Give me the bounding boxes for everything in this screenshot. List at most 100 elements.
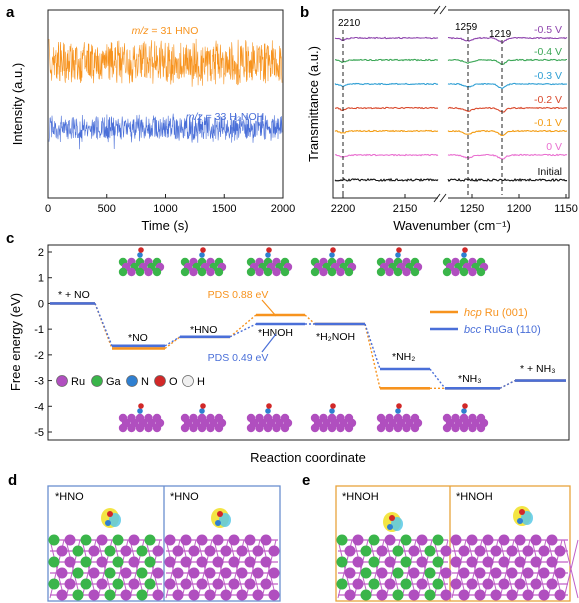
ga-atom	[48, 534, 60, 546]
atom-o	[462, 403, 468, 409]
atom-n	[461, 252, 467, 258]
ru-atom	[376, 589, 388, 601]
x-tick-label: 1200	[507, 203, 531, 215]
charge-density-cyan	[391, 517, 403, 531]
atom-n-label: N	[141, 376, 149, 388]
ru-atom	[204, 567, 216, 579]
connector-0-4	[364, 323, 381, 389]
ru-atom	[188, 567, 200, 579]
ru-atom	[538, 567, 550, 579]
atom	[280, 267, 290, 277]
ru-atom	[514, 556, 526, 568]
series-label-h2noh: m/z = 33 H₂NOH	[186, 111, 264, 123]
ru-atom	[188, 589, 200, 601]
series-label-6: Initial	[537, 166, 562, 178]
pds-ruga-arrow	[261, 333, 277, 353]
ru-atom	[220, 589, 232, 601]
ga-atom	[104, 567, 116, 579]
ru-atom	[244, 556, 256, 568]
ru-atom	[180, 578, 192, 590]
ru-atom	[482, 534, 494, 546]
panel-d-label-right: *HNO	[170, 491, 199, 503]
ru-atom	[228, 578, 240, 590]
ru-atom	[352, 556, 364, 568]
ga-atom	[72, 545, 84, 557]
atom	[118, 423, 128, 433]
connector-1-0	[94, 303, 113, 347]
atom-o	[330, 403, 336, 409]
ru-atom	[188, 545, 200, 557]
ru-atom	[474, 589, 486, 601]
ru-atom	[172, 567, 184, 579]
energy-paths	[50, 302, 566, 390]
ru-atom	[220, 545, 232, 557]
atom	[393, 423, 403, 433]
atom	[206, 267, 215, 277]
structure-ru-0	[118, 403, 165, 433]
ru-atom	[408, 589, 420, 601]
ru-atom	[164, 578, 176, 590]
ru-atom	[64, 556, 76, 568]
ru-atom	[482, 556, 494, 568]
atom-o-label: O	[169, 376, 178, 388]
connector-1-5	[429, 368, 446, 389]
structure-ruga-4	[376, 247, 423, 277]
atom	[206, 423, 215, 433]
y-tick-label: -2	[34, 350, 44, 362]
ga-atom	[112, 534, 124, 546]
ru-atom	[352, 578, 364, 590]
panel-label-c: c	[6, 230, 14, 247]
structure-ruga-5	[442, 247, 489, 277]
charge-density-cyan	[109, 513, 121, 527]
atom-ru-label: Ru	[71, 376, 85, 388]
atom-h-label: H	[197, 376, 205, 388]
state-label-5: *NH₂	[392, 351, 415, 363]
y-tick-label: 2	[38, 247, 44, 259]
atom	[197, 267, 207, 277]
ru-atom	[244, 534, 256, 546]
bond	[563, 539, 579, 599]
panel-b-ticks: 2200 2150 1250 1200 1150	[331, 194, 578, 215]
series-label-hno: m/z = 31 HNO	[132, 25, 199, 37]
structure-ru-3	[310, 403, 357, 433]
atom-o	[330, 247, 336, 253]
ru-atom	[260, 556, 272, 568]
panel-a-ticks: 0 500 1000 1500 2000	[45, 194, 295, 215]
ru-atom	[152, 545, 164, 557]
adsorbate-structures-bottom	[118, 403, 489, 433]
ru-atom	[268, 545, 280, 557]
ga-atom	[400, 534, 412, 546]
atom	[336, 423, 345, 433]
ru-atom	[530, 578, 542, 590]
panel-label-a: a	[6, 4, 15, 21]
atom	[255, 267, 264, 277]
ru-atom	[538, 545, 550, 557]
ru-atom	[458, 545, 470, 557]
state-label-7: * + NH₃	[520, 363, 556, 375]
charge-density-cyan	[521, 511, 533, 525]
ga-atom	[432, 578, 444, 590]
panel-b-chart: 2210 1259 1219 -0.5 V-0.4 V-0.3 V-0.2 V-…	[306, 5, 578, 233]
y-tick-label: -3	[34, 376, 44, 388]
atom	[468, 423, 477, 433]
connector-0-2	[229, 314, 257, 338]
atom	[402, 267, 411, 277]
peak-label-1219: 1219	[489, 29, 512, 40]
atom	[319, 423, 328, 433]
ru-atom	[498, 534, 510, 546]
ru-atom	[474, 567, 486, 579]
atom	[385, 267, 394, 277]
connector-1-2	[229, 323, 257, 338]
ru-atom	[440, 545, 452, 557]
ga-atom	[72, 567, 84, 579]
atom	[135, 423, 145, 433]
ru-atom	[268, 589, 280, 601]
panel-d-lattice	[48, 508, 280, 601]
ru-atom	[408, 545, 420, 557]
atom-o	[389, 515, 395, 521]
ru-atom	[88, 567, 100, 579]
ga-atom	[392, 567, 404, 579]
atom	[385, 423, 394, 433]
ru-atom	[344, 589, 356, 601]
